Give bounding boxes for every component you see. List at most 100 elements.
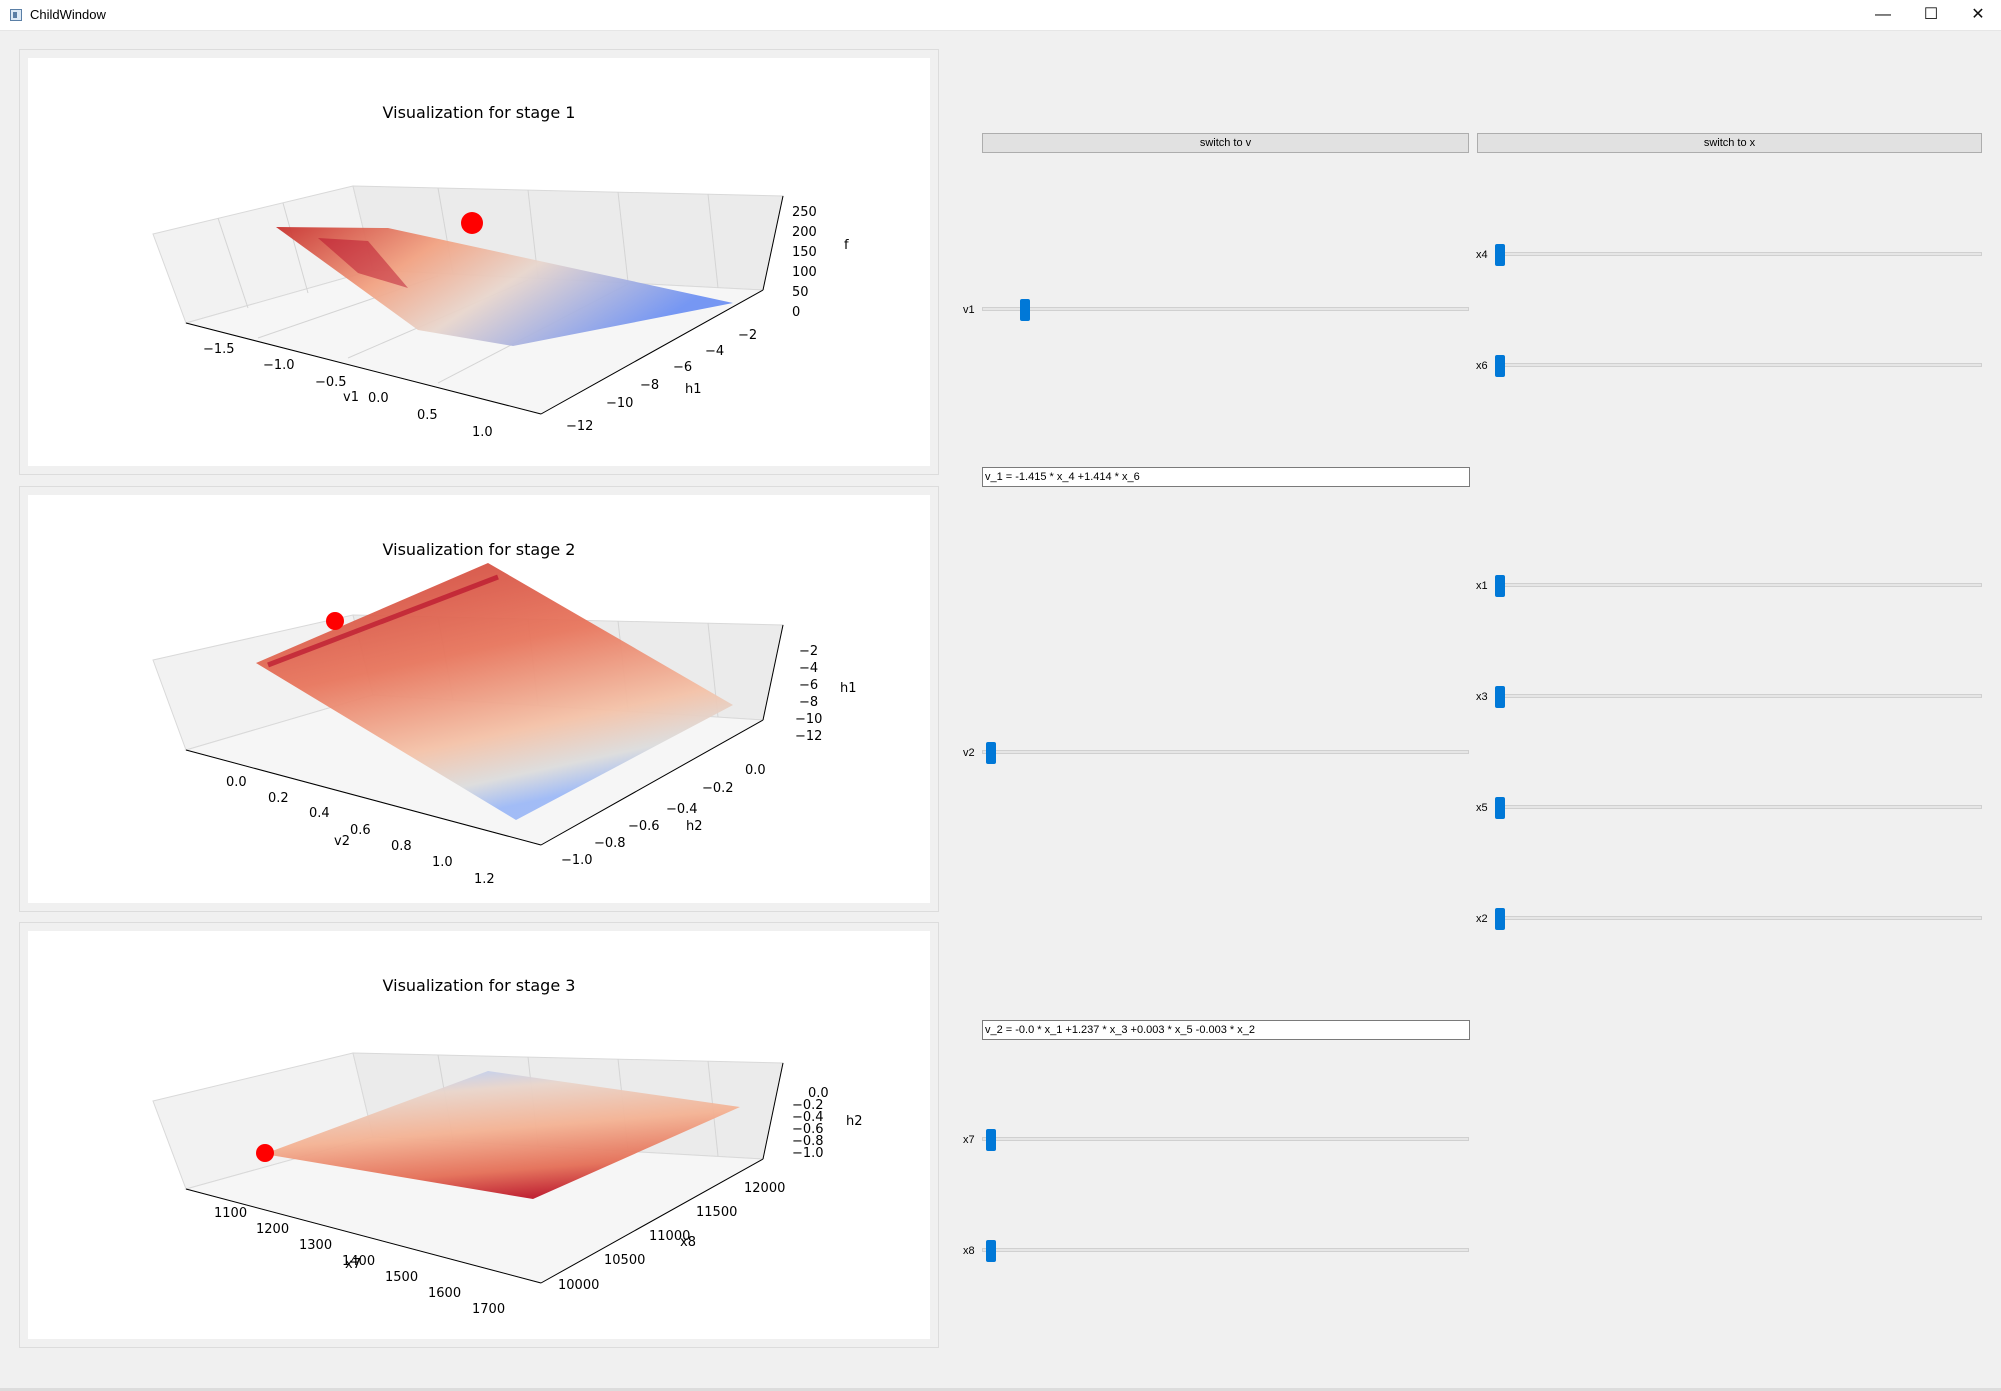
- x-tick: 1200: [256, 1222, 289, 1237]
- slider-x2[interactable]: [1495, 916, 1982, 920]
- x-tick: −0.5: [315, 375, 347, 390]
- window-titlebar: ChildWindow — ☐ ✕: [0, 0, 2001, 31]
- y-tick: 10000: [558, 1278, 599, 1293]
- current-point-marker: [461, 212, 483, 234]
- slider-label-x3: x3: [1476, 691, 1488, 703]
- z-tick: −6: [799, 678, 818, 693]
- slider-handle-x6[interactable]: [1495, 355, 1505, 377]
- switch-to-x-button[interactable]: switch to x: [1477, 133, 1982, 153]
- z-axis-label: h1: [840, 681, 857, 696]
- switch-to-v-button[interactable]: switch to v: [982, 133, 1469, 153]
- x-tick: 0.0: [226, 775, 247, 790]
- plot-title: Visualization for stage 2: [383, 540, 576, 559]
- slider-label-x7: x7: [963, 1134, 975, 1146]
- slider-x1[interactable]: [1495, 583, 1982, 587]
- slider-handle-x2[interactable]: [1495, 908, 1505, 930]
- x-tick: 1700: [472, 1302, 505, 1317]
- expression-v2: v_2 = -0.0 * x_1 +1.237 * x_3 +0.003 * x…: [982, 1020, 1470, 1040]
- slider-x3[interactable]: [1495, 694, 1982, 698]
- slider-handle-x7[interactable]: [986, 1129, 996, 1151]
- current-point-marker: [326, 612, 344, 630]
- slider-v2[interactable]: [982, 750, 1469, 754]
- x-tick: 1400: [342, 1254, 375, 1269]
- slider-x4[interactable]: [1495, 252, 1982, 256]
- y-tick: −4: [705, 344, 724, 359]
- x-axis-label: v1: [343, 390, 359, 405]
- x-axis-line: [185, 749, 542, 846]
- y-axis-line: [540, 1158, 764, 1284]
- y-tick: 10500: [604, 1253, 645, 1268]
- slider-v1[interactable]: [982, 307, 1469, 311]
- x-tick: 0.8: [391, 839, 412, 854]
- y-tick: −0.4: [666, 802, 698, 817]
- plot-canvas-stage-2[interactable]: Visualization for stage 2 0.0 0.2 0.4 0.…: [28, 495, 930, 903]
- plot-canvas-stage-1[interactable]: Visualization for stage 1 −1.5 −1.0 −0.5…: [28, 58, 930, 466]
- x-axis-line: [185, 1188, 542, 1284]
- z-tick: −4: [799, 661, 818, 676]
- slider-handle-x4[interactable]: [1495, 244, 1505, 266]
- close-icon[interactable]: ✕: [1971, 6, 1985, 23]
- minimize-icon[interactable]: —: [1875, 6, 1891, 23]
- x-tick: 1.0: [472, 425, 493, 440]
- x-tick: −1.5: [203, 342, 235, 357]
- slider-label-x1: x1: [1476, 580, 1488, 592]
- x-tick: 1600: [428, 1286, 461, 1301]
- slider-x8[interactable]: [982, 1248, 1469, 1252]
- z-tick: 150: [792, 245, 817, 260]
- plot-frame-stage-2: Visualization for stage 2 0.0 0.2 0.4 0.…: [19, 486, 939, 912]
- z-tick: −12: [795, 729, 822, 744]
- slider-handle-x3[interactable]: [1495, 686, 1505, 708]
- z-axis-line: [762, 195, 784, 291]
- z-axis-line: [762, 624, 784, 721]
- plot-title: Visualization for stage 3: [383, 976, 576, 995]
- plot-stage-2: Visualization for stage 2 0.0 0.2 0.4 0.…: [152, 540, 857, 887]
- y-tick: −1.0: [561, 853, 593, 868]
- surface-ridge: [267, 574, 499, 668]
- x-axis-line: [185, 322, 542, 415]
- x-tick: 0.5: [417, 408, 438, 423]
- z-tick: −0.8: [792, 1134, 824, 1149]
- y-tick: −12: [566, 419, 593, 434]
- y-axis-line: [540, 719, 764, 846]
- expression-v1: v_1 = -1.415 * x_4 +1.414 * x_6: [982, 467, 1470, 487]
- slider-x5[interactable]: [1495, 805, 1982, 809]
- y-tick: −0.6: [628, 819, 660, 834]
- slider-label-x4: x4: [1476, 249, 1488, 261]
- x-axis-label: x7: [345, 1257, 361, 1272]
- z-axis-label: h2: [846, 1114, 863, 1129]
- slider-handle-x1[interactable]: [1495, 575, 1505, 597]
- z-tick: 0.0: [808, 1086, 829, 1101]
- surface-stage-3: [264, 1071, 740, 1199]
- z-tick: 200: [792, 225, 817, 240]
- y-tick: 0.0: [745, 763, 766, 778]
- surface-stage-2: [256, 563, 733, 820]
- plot-frame-stage-1: Visualization for stage 1 −1.5 −1.0 −0.5…: [19, 49, 939, 475]
- slider-handle-x5[interactable]: [1495, 797, 1505, 819]
- y-tick: −8: [640, 378, 659, 393]
- y-axis-line: [540, 289, 764, 415]
- window-title: ChildWindow: [30, 7, 106, 22]
- plot-stage-3: Visualization for stage 3 1100 1200 1300…: [152, 976, 863, 1317]
- slider-handle-v1[interactable]: [1020, 299, 1030, 321]
- slider-handle-v2[interactable]: [986, 742, 996, 764]
- x-tick: 1100: [214, 1206, 247, 1221]
- plot-canvas-stage-3[interactable]: Visualization for stage 3 1100 1200 1300…: [28, 931, 930, 1339]
- plot-stage-1: Visualization for stage 1 −1.5 −1.0 −0.5…: [152, 103, 849, 440]
- slider-label-x2: x2: [1476, 913, 1488, 925]
- z-tick: 50: [792, 285, 809, 300]
- x-tick: 0.4: [309, 806, 330, 821]
- y-tick: 11500: [696, 1205, 737, 1220]
- y-axis-label: h2: [686, 819, 703, 834]
- slider-x7[interactable]: [982, 1137, 1469, 1141]
- maximize-icon[interactable]: ☐: [1923, 6, 1939, 23]
- z-tick: −1.0: [792, 1146, 824, 1161]
- y-axis-label: x8: [680, 1235, 696, 1250]
- slider-x6[interactable]: [1495, 363, 1982, 367]
- surface-stage-1: [276, 227, 733, 346]
- x-tick: 1300: [299, 1238, 332, 1253]
- z-tick: −0.6: [792, 1122, 824, 1137]
- slider-handle-x8[interactable]: [986, 1240, 996, 1262]
- x-tick: 1500: [385, 1270, 418, 1285]
- y-tick: 12000: [744, 1181, 785, 1196]
- x-tick: 0.6: [350, 823, 371, 838]
